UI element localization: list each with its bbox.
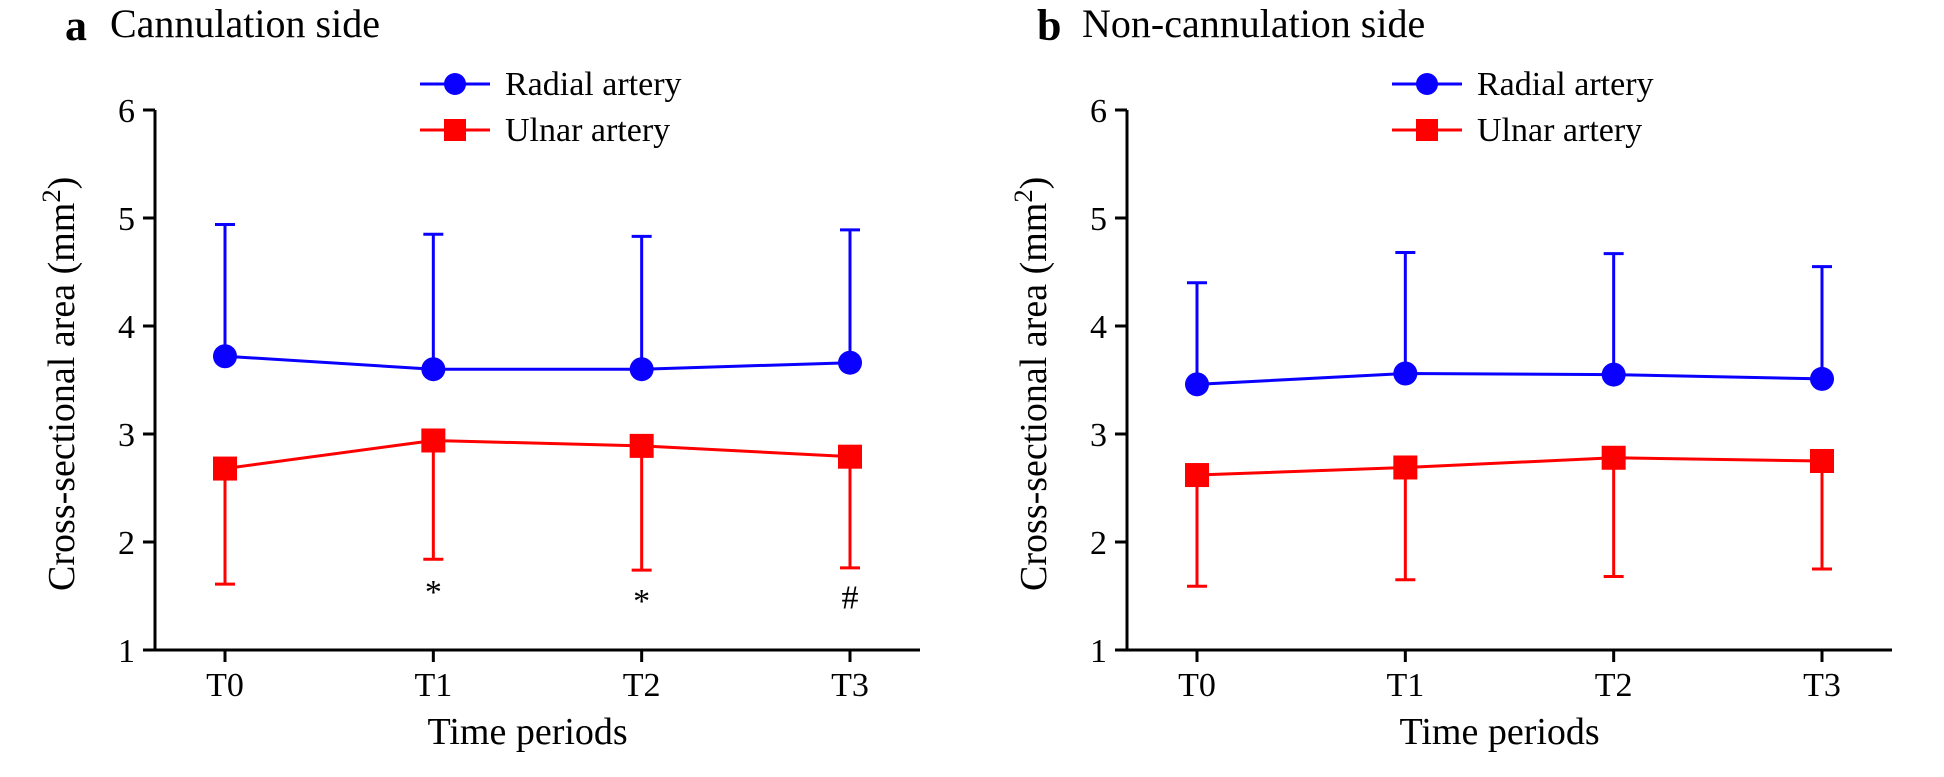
panel-letter: a	[65, 0, 87, 51]
series-line	[1197, 374, 1822, 385]
series-line	[1197, 458, 1822, 475]
legend-label: Radial artery	[1477, 66, 1654, 103]
series-line	[225, 356, 850, 369]
y-axis-label: Cross-sectional area (mm2)	[36, 134, 84, 634]
legend-label: Ulnar artery	[1477, 112, 1642, 149]
series-marker	[1185, 463, 1209, 487]
series-marker	[213, 344, 237, 368]
svg-text:3: 3	[118, 417, 135, 454]
figure: 1 2 3 4 5 6 T0 T1 T2 T3 * * # Radial artery Ulnar arte…	[0, 0, 1944, 777]
svg-text:6: 6	[118, 93, 135, 130]
svg-text:1: 1	[118, 633, 135, 670]
y-axis-label: Cross-sectional area (mm2)	[1008, 134, 1056, 634]
svg-text:T2: T2	[1595, 667, 1633, 704]
series-marker	[421, 428, 445, 452]
series-marker	[1185, 372, 1209, 396]
series-marker	[630, 357, 654, 381]
svg-text:6: 6	[1090, 93, 1107, 130]
series-marker	[1602, 363, 1626, 387]
series-marker	[1602, 446, 1626, 470]
chart-svg: 1 2 3 4 5 6 T0 T1 T2 T3 * * # Radial artery Ulnar arte…	[0, 0, 972, 777]
svg-text:T0: T0	[1178, 667, 1216, 704]
series-marker	[421, 357, 445, 381]
svg-text:T1: T1	[414, 667, 452, 704]
series-marker	[838, 445, 862, 469]
annotation: *	[633, 583, 650, 620]
series-marker	[838, 351, 862, 375]
legend-label: Radial artery	[505, 66, 682, 103]
svg-text:1: 1	[1090, 633, 1107, 670]
panel-title: Cannulation side	[110, 0, 380, 47]
svg-text:T1: T1	[1386, 667, 1424, 704]
annotation: #	[842, 580, 859, 617]
legend-label: Ulnar artery	[505, 112, 670, 149]
series-marker	[1393, 455, 1417, 479]
series-line	[225, 440, 850, 468]
svg-text:4: 4	[118, 309, 135, 346]
chart-svg: 1 2 3 4 5 6 T0 T1 T2 T3 Radial artery Ulnar artery	[972, 0, 1944, 777]
series-marker	[1393, 362, 1417, 386]
series-marker	[1810, 367, 1834, 391]
svg-text:T0: T0	[206, 667, 244, 704]
series-marker	[630, 434, 654, 458]
svg-text:3: 3	[1090, 417, 1107, 454]
svg-text:5: 5	[118, 201, 135, 238]
series-marker	[213, 457, 237, 481]
panel-b: 1 2 3 4 5 6 T0 T1 T2 T3 Radial artery Ulnar artery b…	[972, 0, 1944, 777]
series-marker	[1810, 449, 1834, 473]
x-axis-label: Time periods	[428, 710, 628, 754]
panel-letter: b	[1037, 0, 1061, 51]
panel-title: Non-cannulation side	[1082, 0, 1425, 47]
svg-text:T2: T2	[623, 667, 661, 704]
panel-a: 1 2 3 4 5 6 T0 T1 T2 T3 * * # Radial artery Ulnar arte…	[0, 0, 972, 777]
svg-text:2: 2	[118, 525, 135, 562]
svg-text:T3: T3	[1803, 667, 1841, 704]
x-axis-label: Time periods	[1400, 710, 1600, 754]
annotation: *	[425, 574, 442, 611]
svg-text:5: 5	[1090, 201, 1107, 238]
svg-text:4: 4	[1090, 309, 1107, 346]
svg-text:2: 2	[1090, 525, 1107, 562]
svg-text:T3: T3	[831, 667, 869, 704]
